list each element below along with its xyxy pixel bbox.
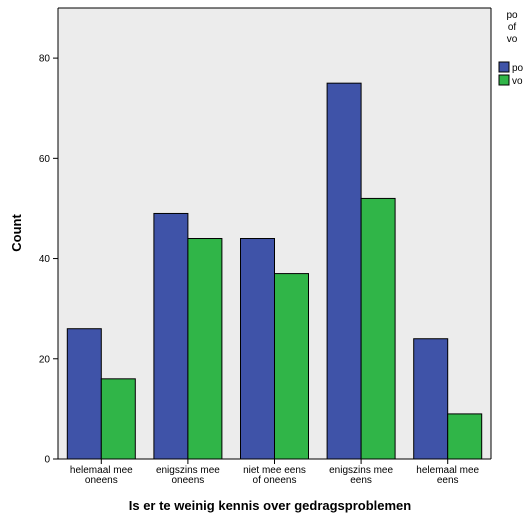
x-tick-label: enigszins mee eens	[329, 465, 393, 486]
bar-vo-0	[100, 378, 136, 460]
bar-vo-3	[360, 197, 396, 460]
bar-vo-2	[274, 273, 309, 460]
x-tick-label: helemaal mee oneens	[70, 465, 133, 486]
bar-po-3	[326, 82, 362, 460]
y-tick-label: 40	[39, 254, 51, 265]
bar-vo-4	[447, 413, 483, 460]
x-tick-label: niet mee eens of oneens	[243, 465, 306, 486]
legend-swatch-po	[498, 61, 510, 73]
x-tick-label-line: niet mee eens	[243, 465, 306, 476]
x-tick-label-line: oneens	[85, 475, 118, 486]
x-tick-label-line: eens	[437, 475, 459, 486]
legend-title: of	[508, 22, 517, 33]
bar-po-0	[66, 328, 102, 460]
x-tick-label-line: helemaal mee	[70, 465, 133, 476]
x-tick-label-line: eens	[350, 475, 372, 486]
x-tick-label-line: of oneens	[253, 475, 297, 486]
x-tick-label: enigszins mee oneens	[156, 465, 220, 486]
x-tick-label-line: oneens	[171, 475, 204, 486]
bar-po-4	[413, 338, 449, 460]
bars-layer	[66, 82, 483, 460]
legend-swatch-vo	[498, 74, 510, 86]
legend-title: po	[506, 10, 518, 21]
legend-title: vo	[507, 34, 518, 45]
y-axis-title: Count	[9, 214, 24, 252]
y-tick-label: 0	[44, 455, 50, 466]
x-tick-label-line: helemaal mee	[416, 465, 479, 476]
legend-label-vo: vo	[512, 76, 523, 87]
y-axis-ticks: 0 20 40 60 80	[39, 54, 58, 466]
x-axis-title: Is er te weinig kennis over gedragsprobl…	[129, 498, 412, 513]
x-tick-label-line: enigszins mee	[156, 465, 220, 476]
y-tick-label: 80	[39, 54, 51, 65]
x-tick-label-line: enigszins mee	[329, 465, 393, 476]
bar-vo-1	[187, 238, 223, 460]
bar-po-1	[153, 212, 189, 460]
legend-label-po: po	[512, 63, 524, 74]
x-tick-label: helemaal mee eens	[416, 465, 479, 486]
y-tick-label: 60	[39, 154, 51, 165]
bar-po-2	[240, 238, 275, 460]
y-tick-label: 20	[39, 354, 51, 365]
